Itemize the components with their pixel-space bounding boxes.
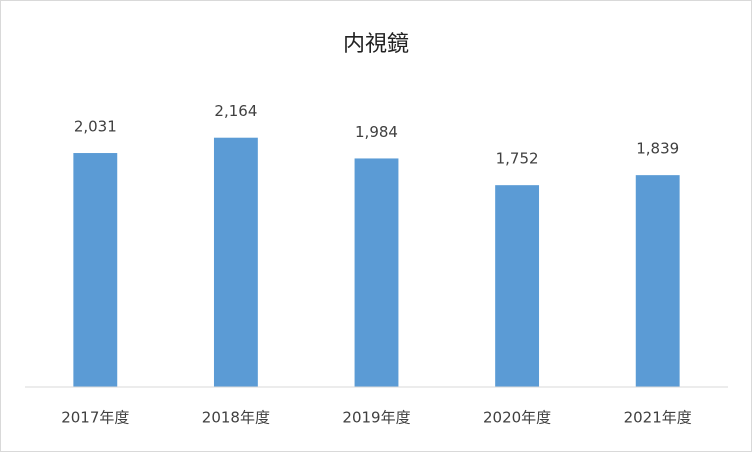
bar	[495, 185, 540, 387]
data-label: 2,031	[74, 118, 117, 136]
x-tick-label: 2018年度	[202, 409, 270, 427]
bar	[635, 175, 680, 387]
bar	[354, 158, 399, 387]
data-label: 1,839	[636, 140, 679, 158]
x-tick-label: 2021年度	[624, 409, 692, 427]
data-label: 1,752	[496, 150, 539, 168]
x-tick-label: 2019年度	[342, 409, 410, 427]
x-tick-label: 2020年度	[483, 409, 551, 427]
data-label: 2,164	[214, 102, 257, 120]
x-tick-label: 2017年度	[61, 409, 129, 427]
chart-title: 内視鏡	[343, 32, 409, 57]
bar	[213, 137, 258, 387]
data-label: 1,984	[355, 123, 398, 141]
bar	[73, 153, 118, 387]
